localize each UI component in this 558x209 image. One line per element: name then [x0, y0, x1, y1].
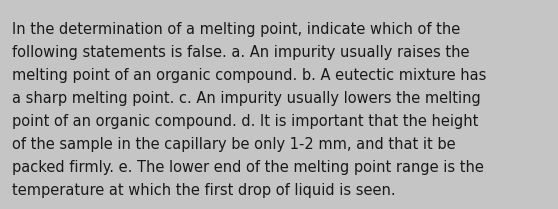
- Text: point of an organic compound. d. It is important that the height: point of an organic compound. d. It is i…: [12, 114, 478, 129]
- Text: temperature at which the first drop of liquid is seen.: temperature at which the first drop of l…: [12, 183, 396, 198]
- Text: packed firmly. e. The lower end of the melting point range is the: packed firmly. e. The lower end of the m…: [12, 160, 484, 175]
- Text: following statements is false. a. An impurity usually raises the: following statements is false. a. An imp…: [12, 45, 469, 60]
- Text: a sharp melting point. c. An impurity usually lowers the melting: a sharp melting point. c. An impurity us…: [12, 91, 481, 106]
- Text: In the determination of a melting point, indicate which of the: In the determination of a melting point,…: [12, 22, 460, 37]
- Text: melting point of an organic compound. b. A eutectic mixture has: melting point of an organic compound. b.…: [12, 68, 487, 83]
- Text: of the sample in the capillary be only 1-2 mm, and that it be: of the sample in the capillary be only 1…: [12, 137, 456, 152]
